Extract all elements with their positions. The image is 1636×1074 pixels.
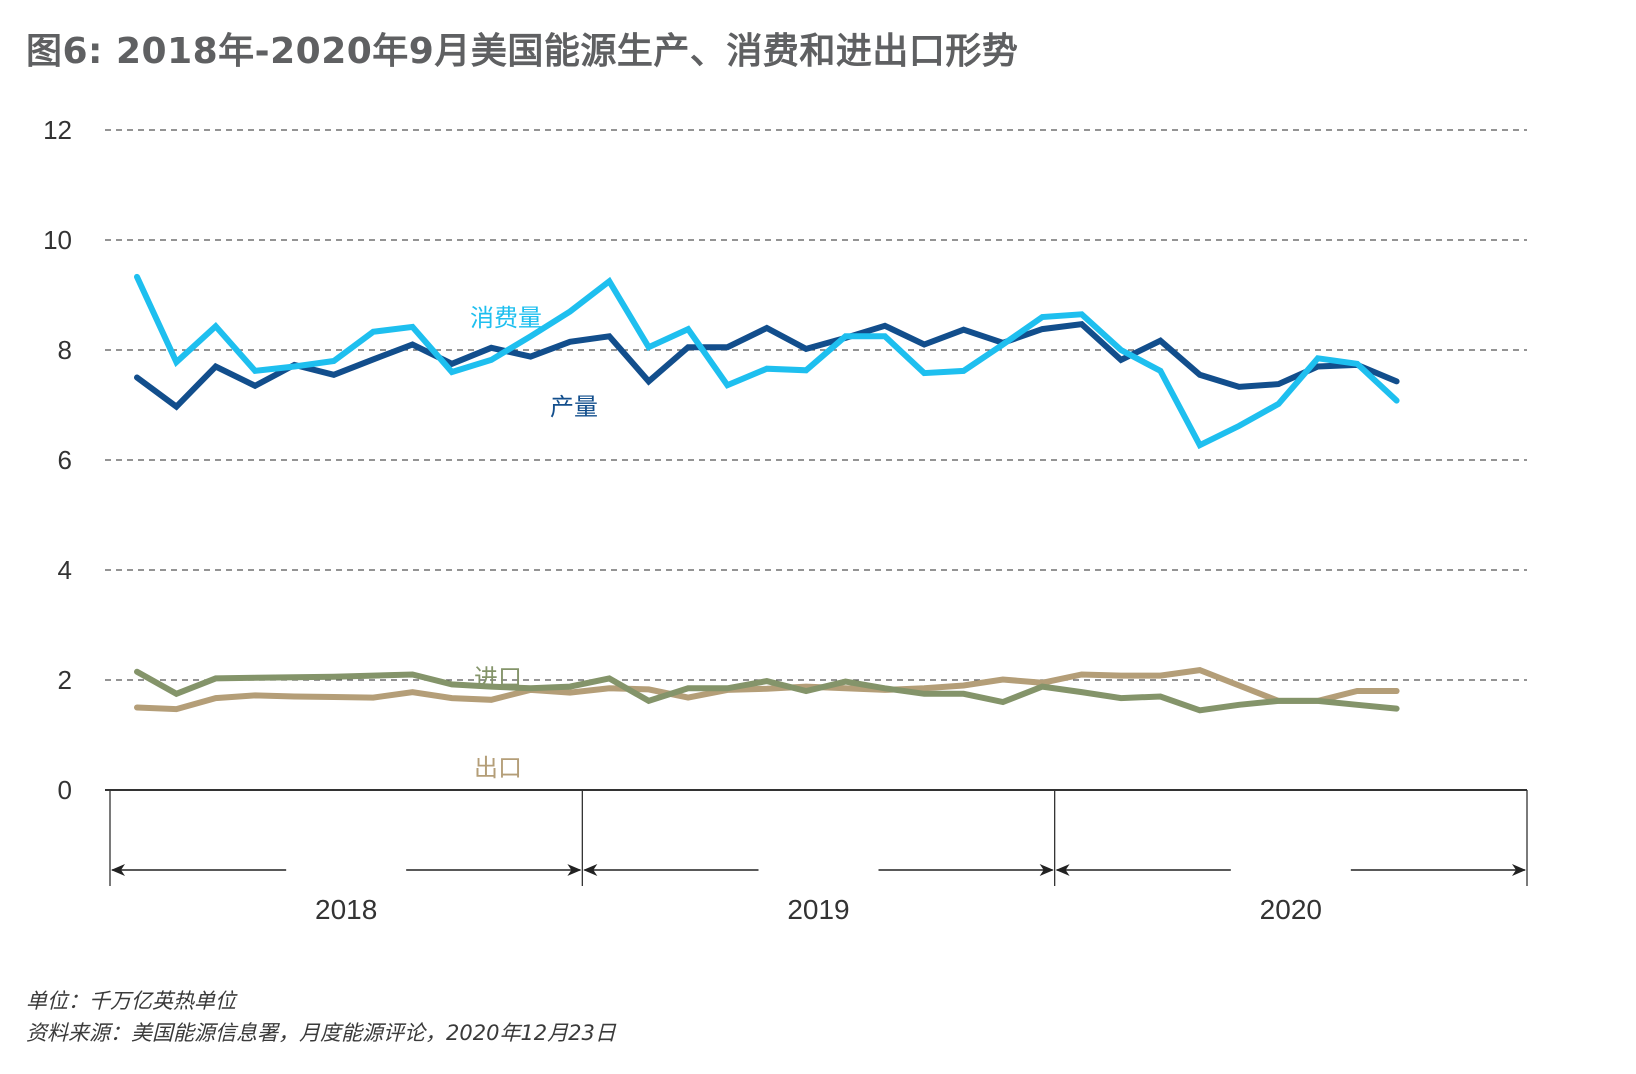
x-axis-year-labels: 2018 2019 2020 [315,894,1322,925]
year-label-2019: 2019 [787,894,849,925]
y-tick-label: 6 [58,445,72,475]
y-tick-label: 10 [43,225,72,255]
label-imports: 进口 [474,664,522,692]
series-line-imports [134,668,1400,714]
label-consumption: 消费量 [470,304,542,332]
unit-note: 单位：千万亿英热单位 [26,989,236,1013]
gridlines [105,129,1527,681]
y-tick-label: 4 [58,555,72,585]
y-tick-label: 8 [58,335,72,365]
series-line-consumption [134,273,1400,450]
y-tick-label: 2 [58,665,72,695]
y-tick-label: 0 [58,775,72,805]
year-label-2018: 2018 [315,894,377,925]
label-exports: 出口 [474,754,522,782]
chart-title: 图6: 2018年-2020年9月美国能源生产、消费和进出口形势 [26,31,1019,72]
series-line-production [134,320,1400,411]
series-labels: 消费量 产量 进口 出口 [470,304,598,782]
series-lines [134,273,1400,714]
y-tick-label: 12 [43,115,72,145]
label-production: 产量 [550,393,598,421]
source-note: 资料来源：美国能源信息署，月度能源评论，2020年12月23日 [26,1021,616,1045]
y-axis-ticks: 0 2 4 6 8 10 12 [43,115,72,805]
year-label-2020: 2020 [1260,894,1322,925]
series-line-exports [134,667,1400,713]
x-axis [105,789,1528,886]
